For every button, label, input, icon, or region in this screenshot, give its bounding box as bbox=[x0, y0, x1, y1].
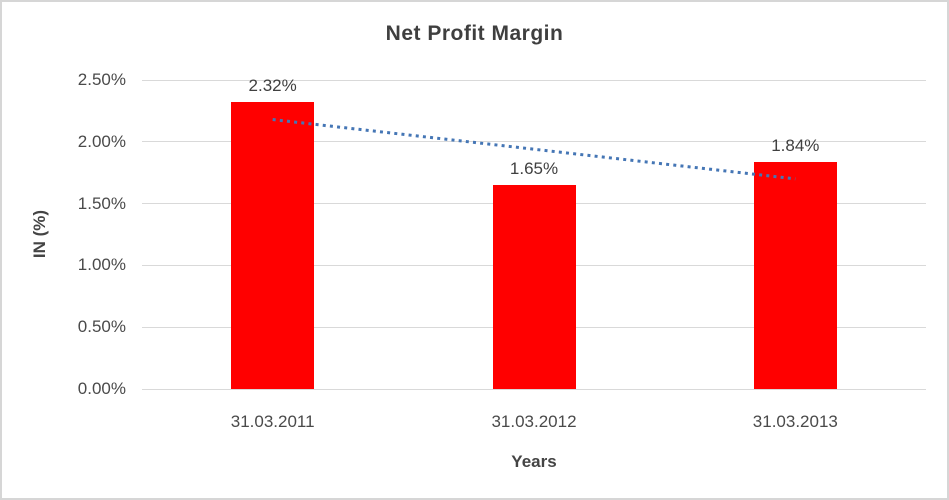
x-axis-tick-label: 31.03.2012 bbox=[491, 412, 577, 431]
y-axis-tick-label: 2.00% bbox=[77, 131, 126, 151]
bar-31.03.2012 bbox=[492, 185, 576, 389]
y-axis-tick-label: 0.50% bbox=[77, 317, 126, 337]
bar-31.03.2013 bbox=[753, 161, 837, 389]
y-axis-tick-label: 1.50% bbox=[77, 193, 126, 213]
x-axis-title: Years bbox=[511, 452, 557, 471]
x-axis-tick-label: 31.03.2011 bbox=[230, 412, 315, 431]
y-axis-title: IN (%) bbox=[30, 209, 49, 259]
bar-data-label: 2.32% bbox=[248, 76, 297, 96]
bar-data-label: 1.65% bbox=[509, 159, 559, 179]
gridline bbox=[142, 388, 926, 390]
x-axis-tick-label: 31.03.2013 bbox=[752, 412, 838, 431]
chart-title: Net Profit Margin bbox=[385, 22, 564, 45]
y-axis-tick-label: 0.00% bbox=[77, 379, 126, 398]
gridline bbox=[142, 79, 926, 81]
bar-data-label: 1.84% bbox=[771, 135, 820, 155]
y-axis-tick-label: 1.00% bbox=[77, 255, 126, 275]
y-axis-tick-label: 2.50% bbox=[77, 70, 126, 89]
bar-31.03.2011 bbox=[231, 102, 315, 389]
